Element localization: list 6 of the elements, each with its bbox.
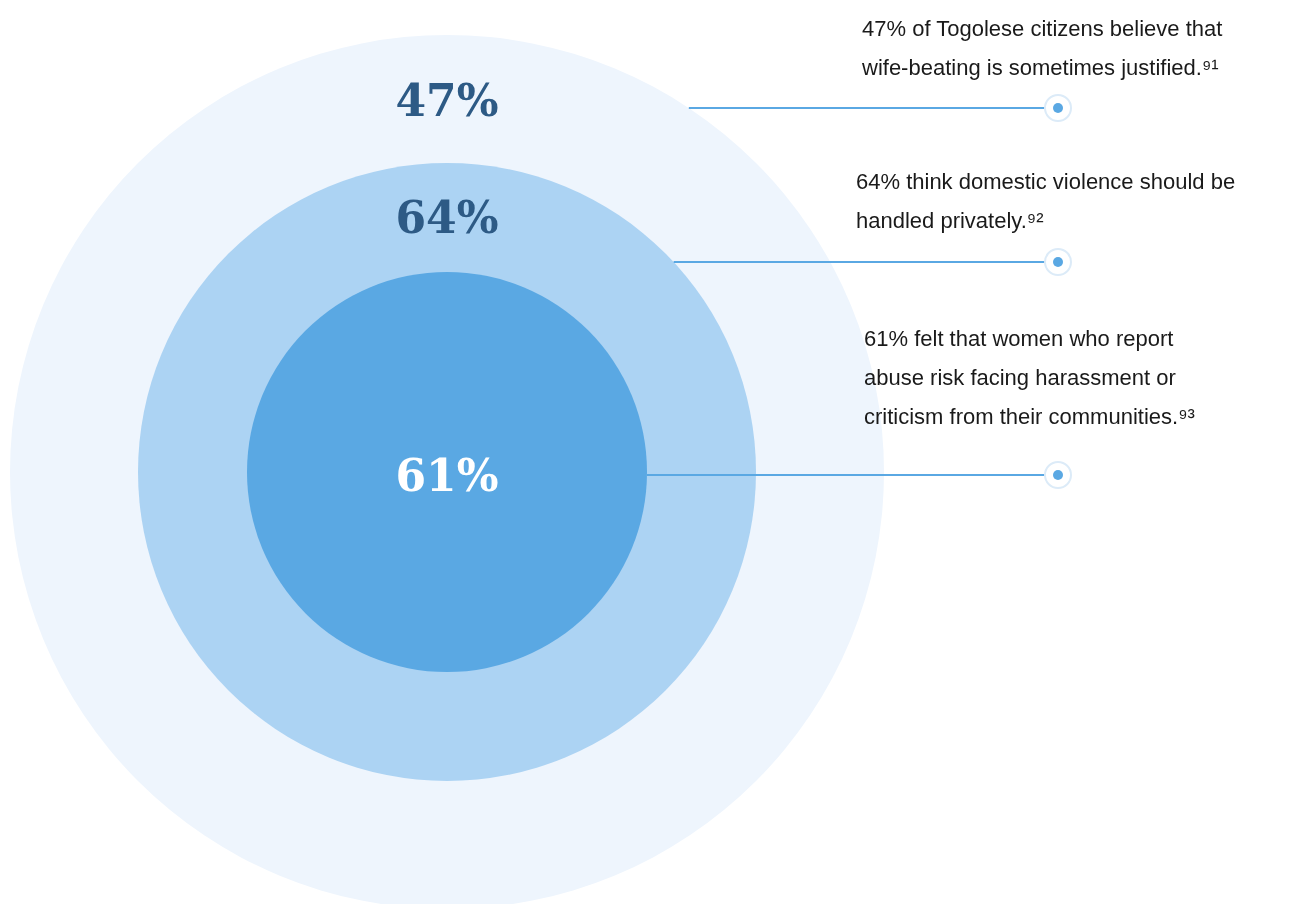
data-label: 61% <box>395 450 499 502</box>
data-label: 64% <box>395 192 499 244</box>
category-label: 47% of Togolese citizens believe that wife-beating is sometimes justified.⁹¹ <box>861 16 1223 81</box>
category-label: 61% felt that women who report abuse risk facing harassment or criticism from their communities.⁹³ <box>864 326 1195 430</box>
category-label: 64% think domestic violence should be handled privately.⁹² <box>856 169 1236 234</box>
data-label: 47% <box>395 75 499 127</box>
